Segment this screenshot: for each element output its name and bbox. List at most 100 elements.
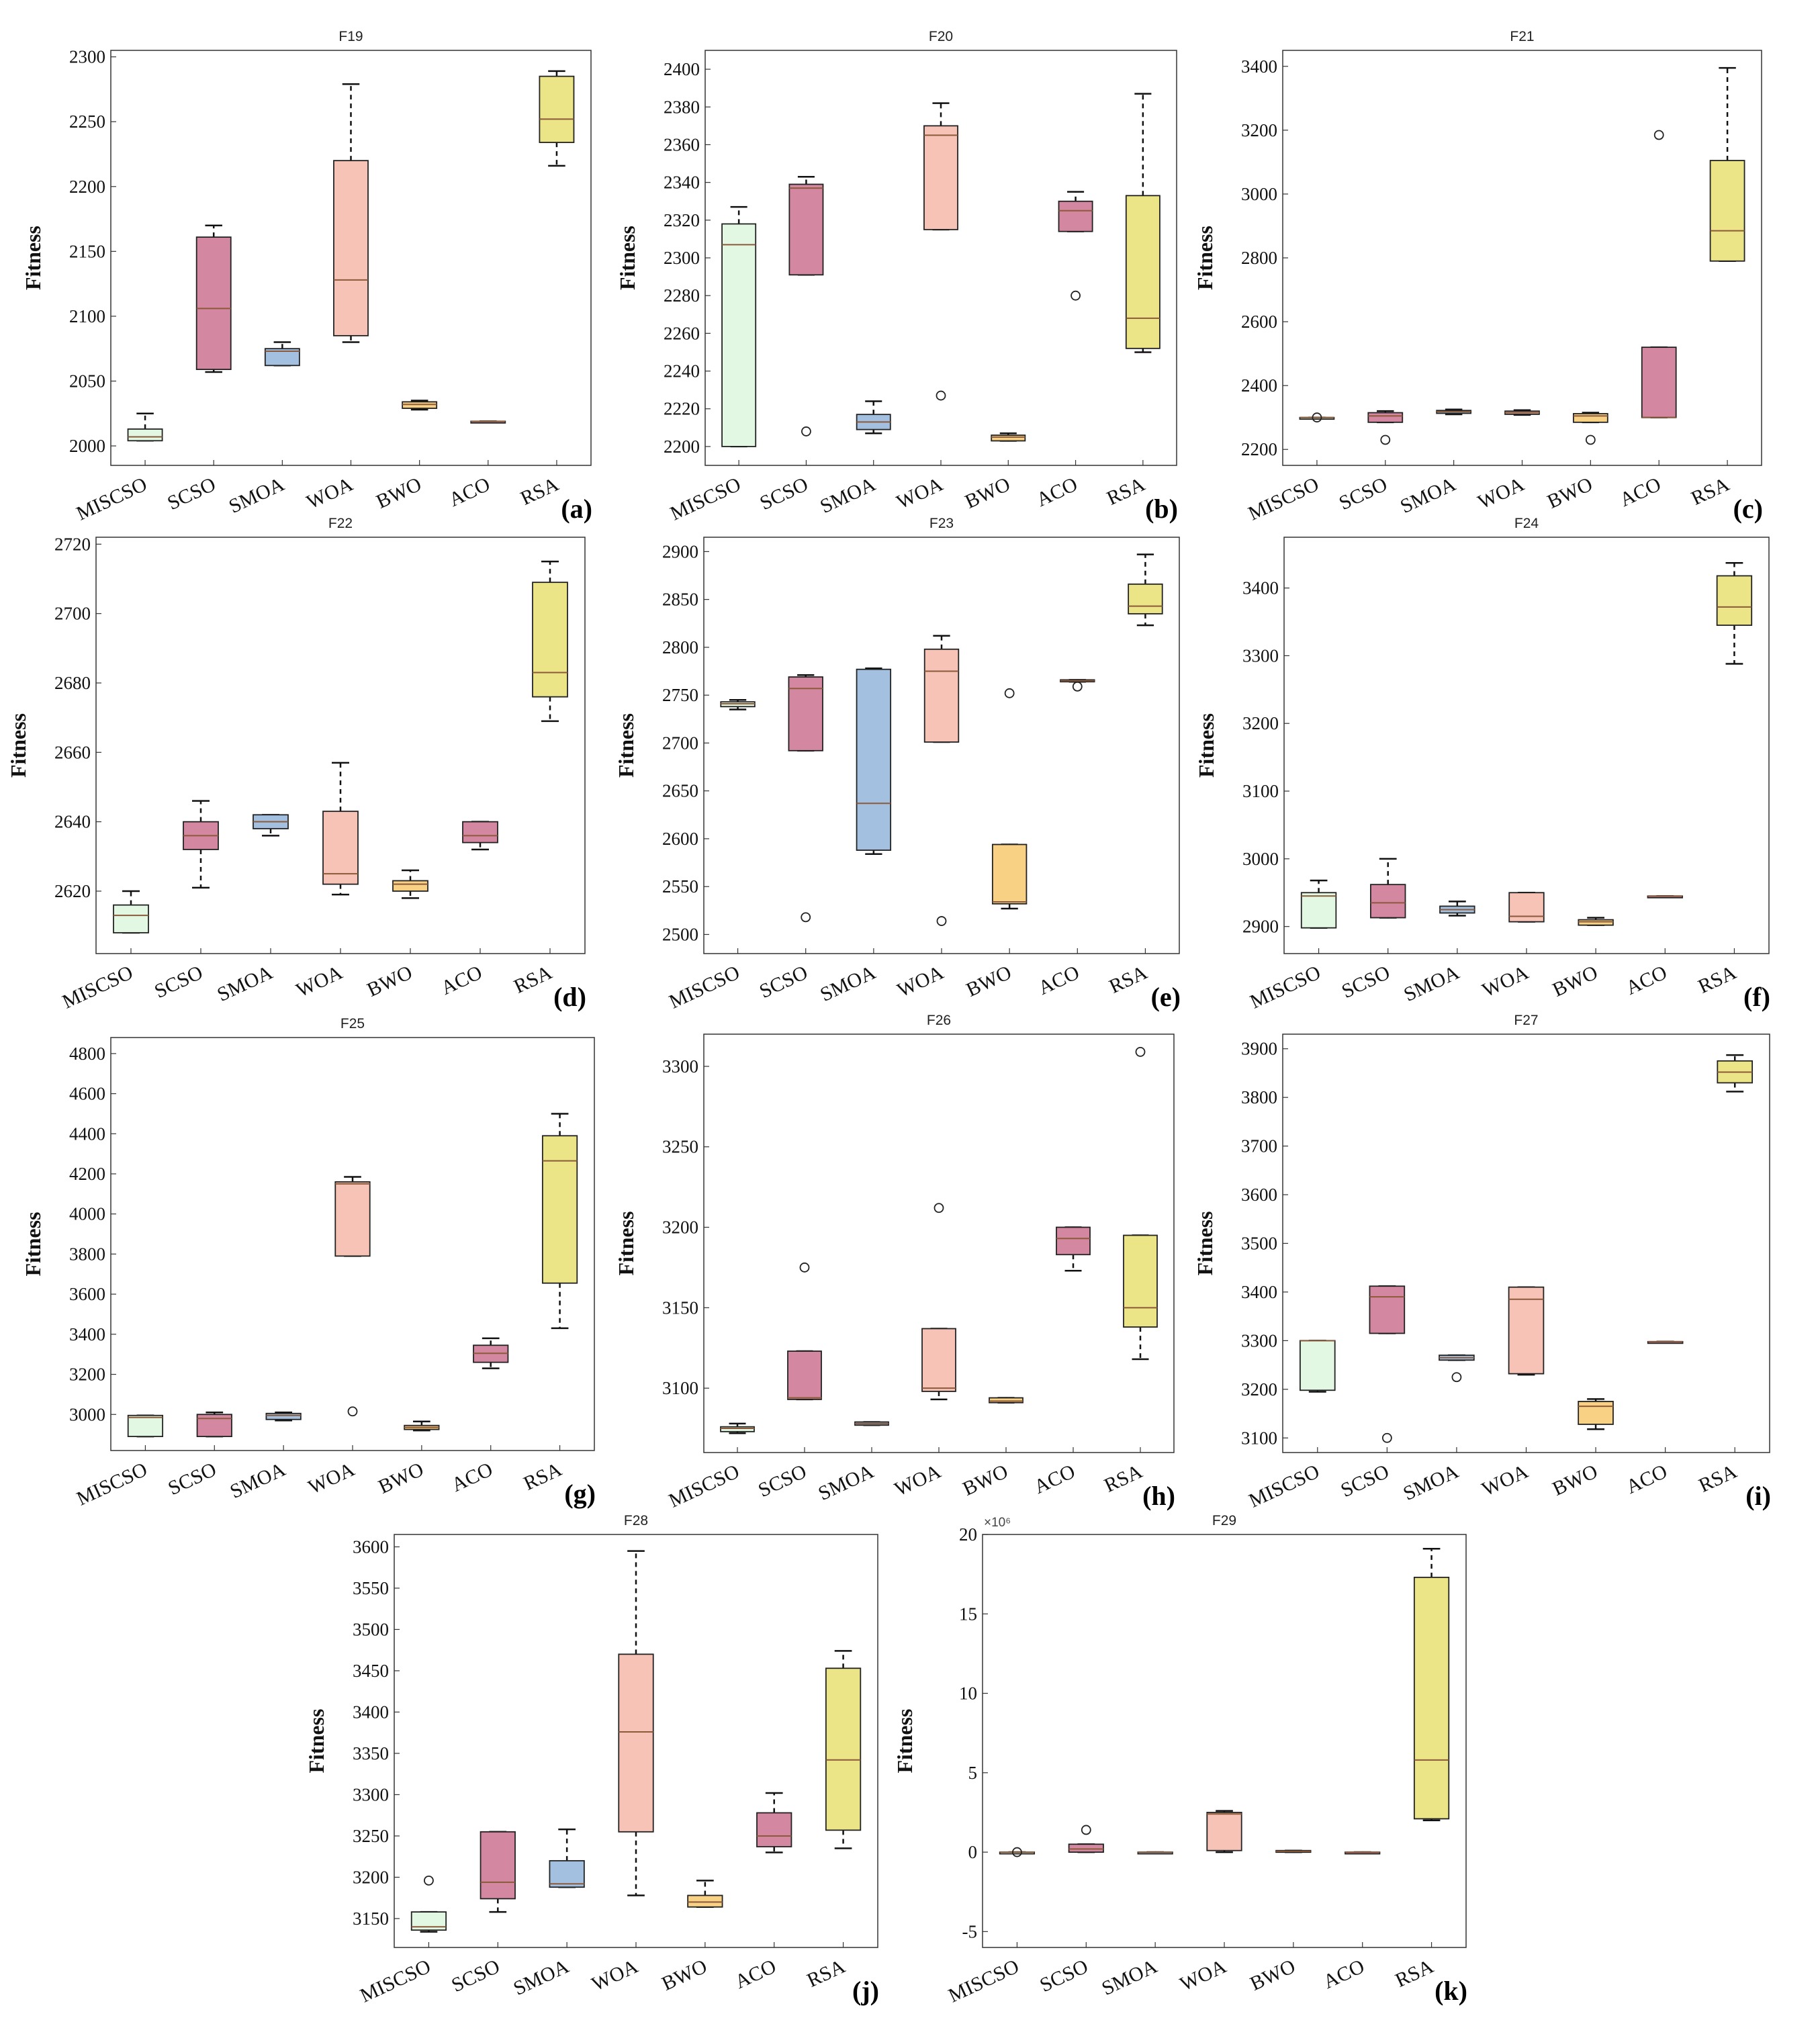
box-body bbox=[856, 668, 892, 851]
chart-panel-f23: F23 2500 2550 2600 2650 2700 2750 2800 2850 2900 F… bbox=[614, 516, 1181, 1013]
box-body bbox=[195, 236, 232, 370]
y-tick-label: 2400 bbox=[664, 59, 700, 79]
outlier-point bbox=[1004, 688, 1015, 698]
chart-panel-f28: F28 3150 3200 3250 3300 3350 3400 3450 3500 3550 3… bbox=[304, 1513, 879, 2007]
box-body bbox=[1413, 1576, 1450, 1820]
x-category-label: MISCSO bbox=[1245, 473, 1322, 524]
x-category-label: RSA bbox=[1392, 1955, 1437, 1992]
y-tick-label: 3450 bbox=[353, 1661, 389, 1681]
x-category-label: MISCSO bbox=[1246, 961, 1324, 1013]
x-category-label: BWO bbox=[1549, 1460, 1601, 1500]
panel-title: F25 bbox=[340, 1016, 365, 1031]
x-category-label: WOA bbox=[891, 1460, 944, 1500]
box-body bbox=[334, 1181, 371, 1257]
x-category-label: RSA bbox=[1695, 1460, 1740, 1497]
outlier-point bbox=[801, 912, 811, 923]
y-tick-label: 3200 bbox=[1242, 713, 1279, 733]
panel-letter: (i) bbox=[1745, 1481, 1771, 1511]
outlier-point bbox=[936, 916, 947, 926]
box-rsa: RSA bbox=[1101, 1046, 1158, 1497]
y-axis-label: Fitness bbox=[21, 1212, 45, 1277]
x-category-label: WOA bbox=[304, 473, 357, 513]
y-tick-label: 4000 bbox=[69, 1204, 105, 1224]
x-category-label: WOA bbox=[1479, 1460, 1532, 1500]
outlier-point bbox=[1312, 412, 1322, 423]
x-category-label: SMOA bbox=[1400, 961, 1463, 1006]
x-category-label: ACO bbox=[1033, 473, 1081, 511]
x-category-label: ACO bbox=[1617, 473, 1664, 511]
y-tick-label: 2200 bbox=[69, 177, 105, 197]
x-category-label: SCSO bbox=[755, 1460, 810, 1502]
box-smoa: SMOA bbox=[817, 668, 892, 1006]
x-category-label: RSA bbox=[1103, 473, 1148, 510]
y-tick-label: 3600 bbox=[353, 1536, 389, 1557]
box-scso: SCSO bbox=[755, 1262, 822, 1502]
box-body bbox=[1578, 919, 1614, 926]
box-aco: ACO bbox=[1623, 1340, 1684, 1498]
box-body bbox=[322, 811, 359, 885]
x-category-label: SMOA bbox=[1397, 473, 1459, 518]
box-body bbox=[333, 160, 369, 336]
box-body bbox=[127, 1414, 164, 1438]
y-tick-label: 3150 bbox=[353, 1909, 389, 1929]
y-tick-label: 15 bbox=[959, 1604, 977, 1624]
box-body bbox=[1716, 575, 1753, 626]
box-smoa: SMOA bbox=[815, 1421, 889, 1505]
x-category-label: MISCSO bbox=[73, 473, 150, 524]
y-exponent-label: ×10⁶ bbox=[984, 1516, 1011, 1530]
panel-letter: (k) bbox=[1435, 1976, 1467, 2006]
box-bwo: BWO bbox=[962, 432, 1026, 513]
x-category-label: WOA bbox=[894, 961, 947, 1001]
x-category-label: BWO bbox=[373, 473, 424, 512]
y-tick-label: 3100 bbox=[1241, 1428, 1277, 1448]
outlier-point bbox=[1012, 1847, 1022, 1857]
box-rsa: RSA bbox=[1106, 553, 1163, 998]
outlier-point bbox=[424, 1875, 434, 1886]
x-category-label: ACO bbox=[1623, 961, 1670, 999]
box-body bbox=[1300, 892, 1337, 929]
y-tick-label: 3500 bbox=[1241, 1234, 1277, 1254]
box-bwo: BWO bbox=[364, 869, 428, 1001]
outlier-point bbox=[347, 1406, 358, 1417]
outlier-point bbox=[1585, 434, 1596, 445]
box-woa: WOA bbox=[304, 83, 369, 514]
box-body bbox=[1206, 1812, 1242, 1851]
plot-frame bbox=[1283, 537, 1770, 954]
box-smoa: SMOA bbox=[1397, 408, 1472, 518]
x-category-label: SCSO bbox=[164, 473, 219, 514]
y-tick-label: 2600 bbox=[1241, 312, 1277, 332]
box-aco: ACO bbox=[1033, 191, 1093, 511]
x-category-label: SMOA bbox=[227, 1458, 289, 1503]
x-category-label: BWO bbox=[963, 961, 1015, 1001]
panel-title: F26 bbox=[927, 1013, 951, 1028]
chart-panel-f20: F20 2200 2220 2240 2260 2280 2300 2320 2340 2360 2… bbox=[615, 29, 1178, 525]
x-category-label: MISCSO bbox=[667, 473, 744, 524]
x-category-label: SCSO bbox=[1336, 473, 1391, 514]
box-body bbox=[1709, 160, 1745, 262]
outlier-point bbox=[1071, 290, 1081, 301]
box-body bbox=[1572, 413, 1608, 423]
x-category-label: ACO bbox=[1035, 961, 1083, 999]
x-category-label: MISCSO bbox=[59, 961, 136, 1013]
y-tick-label: 4400 bbox=[69, 1123, 105, 1144]
x-category-label: RSA bbox=[520, 1458, 565, 1495]
box-bwo: BWO bbox=[1549, 917, 1614, 1001]
box-bwo: BWO bbox=[1549, 1398, 1614, 1500]
box-body bbox=[1641, 347, 1677, 418]
x-category-label: WOA bbox=[1177, 1955, 1230, 1995]
chart-panel-f19: F19 2000 2050 2100 2150 2200 2250 2300 Fitness MI… bbox=[21, 29, 592, 525]
y-tick-label: 2280 bbox=[664, 285, 700, 306]
y-tick-label: 2640 bbox=[54, 812, 91, 832]
box-woa: WOA bbox=[893, 102, 958, 514]
box-scso: SCSO bbox=[1336, 410, 1404, 514]
y-tick-label: 3200 bbox=[1241, 1379, 1277, 1399]
outlier-point bbox=[936, 390, 946, 401]
x-category-label: SCSO bbox=[165, 1458, 220, 1500]
panel-title: F23 bbox=[929, 516, 954, 531]
box-body bbox=[113, 904, 149, 933]
y-tick-label: 2650 bbox=[662, 781, 698, 801]
panel-title: F21 bbox=[1510, 29, 1534, 44]
box-scso: SCSO bbox=[164, 224, 232, 514]
x-category-label: RSA bbox=[510, 961, 555, 998]
